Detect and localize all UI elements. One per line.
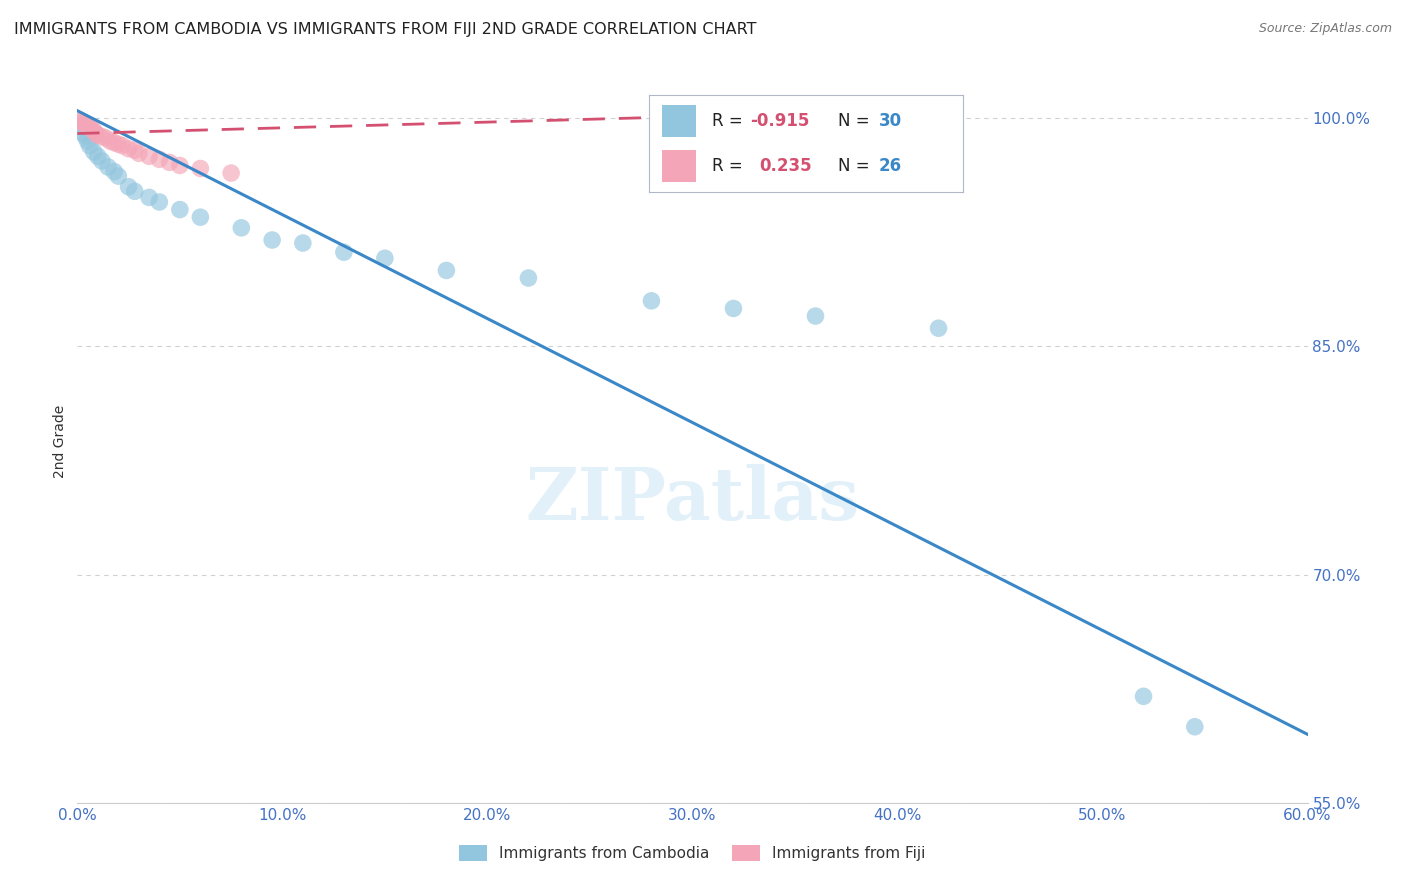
Point [128,146,150,161]
Point [75,117,97,131]
Point [804,309,827,323]
Point [219,166,242,180]
Point [117,142,139,156]
Point [169,202,191,217]
Point [117,179,139,194]
Point [262,233,284,247]
Point [103,136,125,150]
Point [70,119,93,133]
Legend: Immigrants from Cambodia, Immigrants from Fiji: Immigrants from Cambodia, Immigrants fro… [453,839,932,867]
Point [159,155,181,169]
Point [1132,690,1154,704]
Point [75,129,97,144]
Point [231,220,253,235]
Point [723,301,745,316]
Text: Source: ZipAtlas.com: Source: ZipAtlas.com [1258,22,1392,36]
Point [291,235,314,250]
Point [374,252,396,266]
Point [79,120,101,135]
Point [90,153,114,168]
Point [87,149,110,163]
Point [111,138,134,153]
Point [124,184,146,198]
Point [67,112,90,127]
Point [436,263,458,277]
Point [72,127,94,141]
Y-axis label: 2nd Grade: 2nd Grade [53,405,67,478]
Text: IMMIGRANTS FROM CAMBODIA VS IMMIGRANTS FROM FIJI 2ND GRADE CORRELATION CHART: IMMIGRANTS FROM CAMBODIA VS IMMIGRANTS F… [14,22,756,37]
Point [97,160,120,174]
Point [640,293,662,308]
Point [188,210,212,224]
Point [148,153,170,167]
Point [517,271,540,285]
Text: ZIPatlas: ZIPatlas [526,464,859,535]
Point [723,145,745,159]
Point [80,122,103,136]
Point [103,164,125,178]
Point [148,194,170,209]
Point [188,161,212,176]
Point [94,131,117,145]
Point [928,321,950,335]
Point [72,116,94,130]
Point [83,123,105,137]
Point [333,245,356,260]
Point [76,119,98,133]
Point [87,128,110,142]
Point [107,137,129,152]
Point [138,149,160,163]
Point [79,138,101,153]
Point [124,143,146,157]
Point [169,158,191,172]
Point [107,169,129,183]
Point [83,145,105,159]
Point [84,127,107,141]
Point [1184,720,1206,734]
Point [90,129,114,144]
Point [70,114,93,128]
Point [138,190,160,204]
Point [76,134,98,148]
Point [98,134,121,148]
